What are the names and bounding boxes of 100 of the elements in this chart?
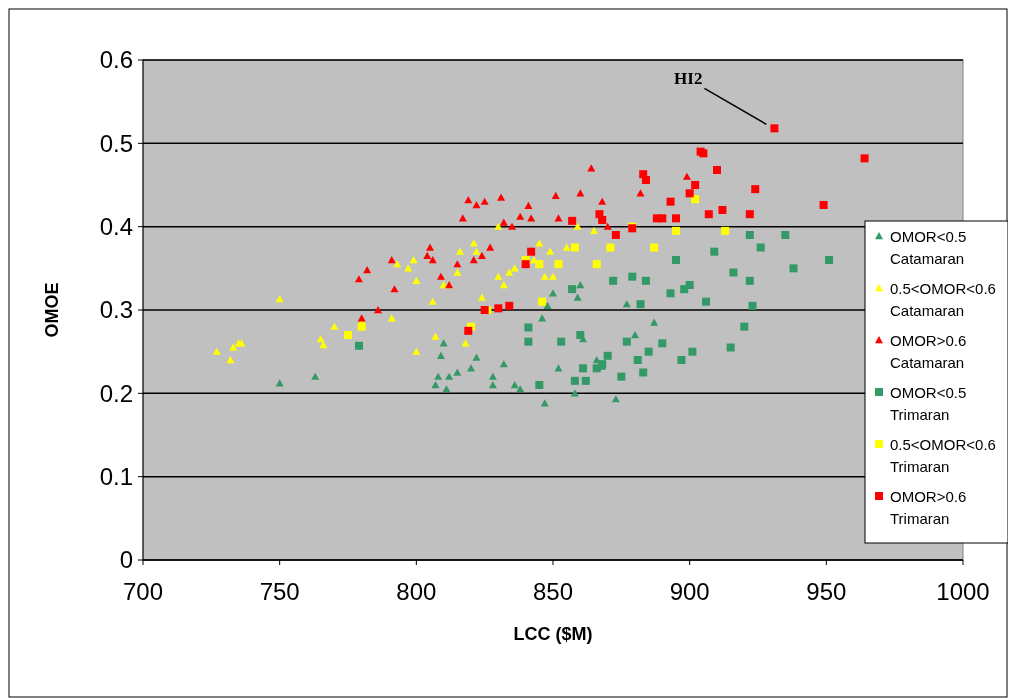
point bbox=[453, 260, 462, 268]
legend-label: 0.5<OMOR<0.6 Catamaran bbox=[890, 280, 996, 320]
point bbox=[570, 243, 579, 252]
point bbox=[426, 243, 434, 251]
point bbox=[464, 326, 473, 335]
point bbox=[789, 264, 798, 273]
x-tick-label: 900 bbox=[669, 578, 710, 605]
point bbox=[390, 285, 399, 293]
point bbox=[524, 323, 533, 332]
point bbox=[311, 372, 320, 380]
x-tick-label: 850 bbox=[532, 578, 574, 605]
point bbox=[516, 212, 525, 220]
point bbox=[477, 293, 486, 301]
y-axis-title: OMOE bbox=[42, 282, 62, 338]
point bbox=[756, 243, 765, 252]
point bbox=[316, 335, 325, 343]
point bbox=[631, 331, 639, 339]
point bbox=[554, 214, 563, 222]
point bbox=[431, 381, 440, 389]
point bbox=[436, 272, 445, 280]
point bbox=[568, 285, 577, 294]
point bbox=[562, 243, 571, 251]
point bbox=[740, 322, 749, 331]
point bbox=[702, 297, 711, 306]
point bbox=[453, 368, 462, 376]
point bbox=[543, 301, 552, 310]
point bbox=[573, 293, 582, 301]
point bbox=[592, 260, 601, 269]
point bbox=[650, 318, 659, 326]
point bbox=[363, 266, 372, 274]
x-tick-label: 800 bbox=[396, 578, 437, 605]
point bbox=[445, 372, 454, 380]
point bbox=[319, 341, 328, 349]
point bbox=[472, 247, 481, 255]
point bbox=[540, 272, 549, 280]
point bbox=[434, 372, 443, 380]
point bbox=[464, 196, 473, 204]
x-tick-label: 950 bbox=[806, 578, 847, 605]
point bbox=[436, 351, 445, 360]
point bbox=[428, 297, 437, 305]
point bbox=[691, 181, 700, 189]
point bbox=[469, 256, 478, 264]
point bbox=[480, 197, 489, 205]
point bbox=[387, 314, 396, 322]
point bbox=[275, 295, 284, 303]
point bbox=[644, 347, 653, 356]
point bbox=[617, 372, 626, 381]
point bbox=[456, 247, 465, 255]
point bbox=[510, 264, 519, 272]
point bbox=[431, 332, 440, 340]
point bbox=[579, 364, 588, 373]
point bbox=[685, 281, 694, 289]
point bbox=[576, 189, 585, 197]
point bbox=[666, 289, 675, 298]
point bbox=[639, 368, 648, 377]
point bbox=[641, 276, 650, 285]
point bbox=[554, 260, 563, 269]
point bbox=[677, 356, 686, 364]
point bbox=[726, 343, 735, 352]
point bbox=[666, 197, 675, 206]
point bbox=[412, 276, 421, 285]
point bbox=[628, 272, 637, 281]
point bbox=[527, 214, 536, 222]
point bbox=[357, 322, 366, 331]
point bbox=[505, 268, 514, 276]
point bbox=[633, 356, 642, 364]
legend-label: OMOR<0.5 Catamaran bbox=[890, 228, 967, 268]
point bbox=[535, 260, 544, 269]
point bbox=[409, 256, 418, 264]
point bbox=[461, 339, 470, 347]
point bbox=[658, 339, 667, 348]
point bbox=[598, 197, 607, 205]
point bbox=[688, 347, 697, 356]
point bbox=[535, 381, 544, 389]
y-tick-label: 0.4 bbox=[99, 213, 133, 241]
point bbox=[467, 364, 475, 372]
point bbox=[590, 226, 598, 235]
point bbox=[354, 341, 363, 350]
point bbox=[568, 216, 577, 225]
point bbox=[499, 218, 508, 226]
x-tick-label: 750 bbox=[259, 578, 300, 605]
point bbox=[229, 343, 238, 351]
legend-label: 0.5<OMOR<0.6 Trimaran bbox=[890, 436, 996, 476]
point bbox=[499, 281, 508, 289]
y-tick-label: 0.6 bbox=[99, 46, 133, 74]
point bbox=[650, 243, 659, 252]
point bbox=[609, 276, 618, 285]
point bbox=[505, 301, 514, 310]
point bbox=[636, 189, 645, 197]
point bbox=[344, 331, 352, 339]
annotation: HI2 bbox=[674, 69, 703, 89]
point bbox=[494, 304, 503, 313]
point bbox=[770, 124, 779, 133]
x-tick-label: 700 bbox=[122, 578, 164, 605]
x-tick-label: 1000 bbox=[936, 578, 990, 605]
point bbox=[527, 247, 536, 256]
point bbox=[570, 389, 579, 397]
point bbox=[748, 301, 757, 310]
point bbox=[393, 260, 402, 268]
point bbox=[713, 166, 721, 174]
